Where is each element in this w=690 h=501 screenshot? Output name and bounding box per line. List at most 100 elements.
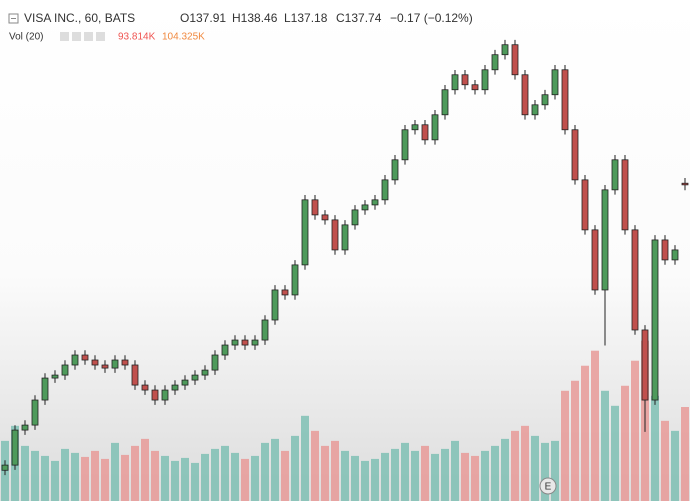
- candle-body: [671, 249, 679, 261]
- candle-body: [81, 354, 89, 361]
- volume-bar: [61, 448, 69, 501]
- volume-name: Vol (20): [9, 32, 43, 43]
- volume-bar: [541, 442, 549, 501]
- volume-bar: [601, 390, 609, 501]
- candle-body: [421, 124, 429, 141]
- candle-body: [661, 239, 669, 261]
- candle-body: [551, 69, 559, 96]
- volume-bar: [51, 460, 59, 501]
- volume-bar: [71, 452, 79, 501]
- candle-body: [111, 359, 119, 369]
- candle-body: [611, 159, 619, 191]
- volume-bar: [311, 430, 319, 501]
- volume-bar: [121, 454, 129, 501]
- candle-body: [301, 199, 309, 266]
- candle-body: [171, 384, 179, 391]
- volume-bar: [351, 455, 359, 501]
- candle-body: [491, 54, 499, 71]
- candle-body: [61, 364, 69, 376]
- volume-bar: [571, 380, 579, 501]
- volume-bar: [581, 365, 589, 501]
- vol-icon[interactable]: [96, 32, 105, 41]
- candle-body: [231, 339, 239, 346]
- vol-icon[interactable]: [84, 32, 93, 41]
- volume-bar: [161, 455, 169, 501]
- candle-body: [241, 339, 249, 346]
- volume-bar: [81, 456, 89, 501]
- candle-body: [191, 374, 199, 381]
- candle-body: [331, 219, 339, 251]
- volume-bar: [381, 452, 389, 501]
- volume-bar: [621, 385, 629, 501]
- volume-bar: [561, 390, 569, 501]
- volume-bar: [301, 415, 309, 501]
- candle-body: [161, 389, 169, 401]
- volume-bar: [261, 442, 269, 501]
- volume-bar: [421, 445, 429, 501]
- volume-bar: [21, 445, 29, 501]
- candle-body: [1, 464, 9, 471]
- candle-body: [261, 319, 269, 341]
- candle-body: [51, 374, 59, 379]
- volume-bar: [91, 450, 99, 501]
- ohlc-open: O137.91: [180, 11, 226, 25]
- volume-bar: [211, 448, 219, 501]
- ohlc-high: H138.46: [232, 11, 278, 25]
- candle-body: [501, 44, 509, 56]
- volume-bar: [251, 455, 259, 501]
- volume-bar: [591, 350, 599, 501]
- volume-bar: [551, 440, 559, 501]
- candle-body: [71, 354, 79, 366]
- candle-body: [151, 389, 159, 401]
- candle-body: [401, 129, 409, 161]
- candle-body: [281, 289, 289, 296]
- candle-body: [41, 377, 49, 401]
- earnings-label: E: [545, 482, 552, 493]
- volume-bar: [491, 445, 499, 501]
- candle-body: [571, 129, 579, 181]
- collapse-icon[interactable]: [8, 13, 19, 24]
- candle-body: [181, 379, 189, 386]
- candle-body: [31, 399, 39, 426]
- candle-body: [291, 264, 299, 296]
- volume-bar: [341, 450, 349, 501]
- volume-bar: [191, 462, 199, 501]
- candle-body: [581, 179, 589, 231]
- volume-bar: [521, 425, 529, 501]
- candle-body: [531, 104, 539, 116]
- candle-body: [471, 84, 479, 91]
- candle-body: [411, 124, 419, 131]
- candle-body: [651, 239, 659, 401]
- candle-body: [351, 209, 359, 226]
- candle-body: [561, 69, 569, 131]
- candle-body: [141, 384, 149, 391]
- candle-layer: [1, 39, 689, 476]
- volume-bar: [111, 442, 119, 501]
- candle-body: [131, 364, 139, 386]
- earnings-badge[interactable]: [539, 477, 557, 495]
- candle-body: [341, 224, 349, 251]
- candle-body: [631, 229, 639, 331]
- candle-body: [591, 229, 599, 291]
- candle-body: [371, 199, 379, 206]
- volume-bar: [331, 440, 339, 501]
- candle-body: [481, 69, 489, 91]
- vol-icon[interactable]: [60, 32, 69, 41]
- volume-bar: [221, 445, 229, 501]
- candle-body: [621, 159, 629, 231]
- candle-body: [101, 364, 109, 369]
- candle-body: [201, 369, 209, 376]
- volume-bar: [681, 406, 689, 501]
- volume-bar: [391, 448, 399, 501]
- candle-body: [521, 74, 529, 116]
- volume-bar: [171, 460, 179, 501]
- volume-bar: [441, 448, 449, 501]
- candle-body: [381, 179, 389, 201]
- vol-icon[interactable]: [72, 32, 81, 41]
- volume-bar: [131, 445, 139, 501]
- candle-body: [431, 114, 439, 141]
- ohlc-close: C137.74: [336, 11, 382, 25]
- volume-bar: [31, 450, 39, 501]
- volume-bar: [461, 452, 469, 501]
- volume-bar: [631, 360, 639, 501]
